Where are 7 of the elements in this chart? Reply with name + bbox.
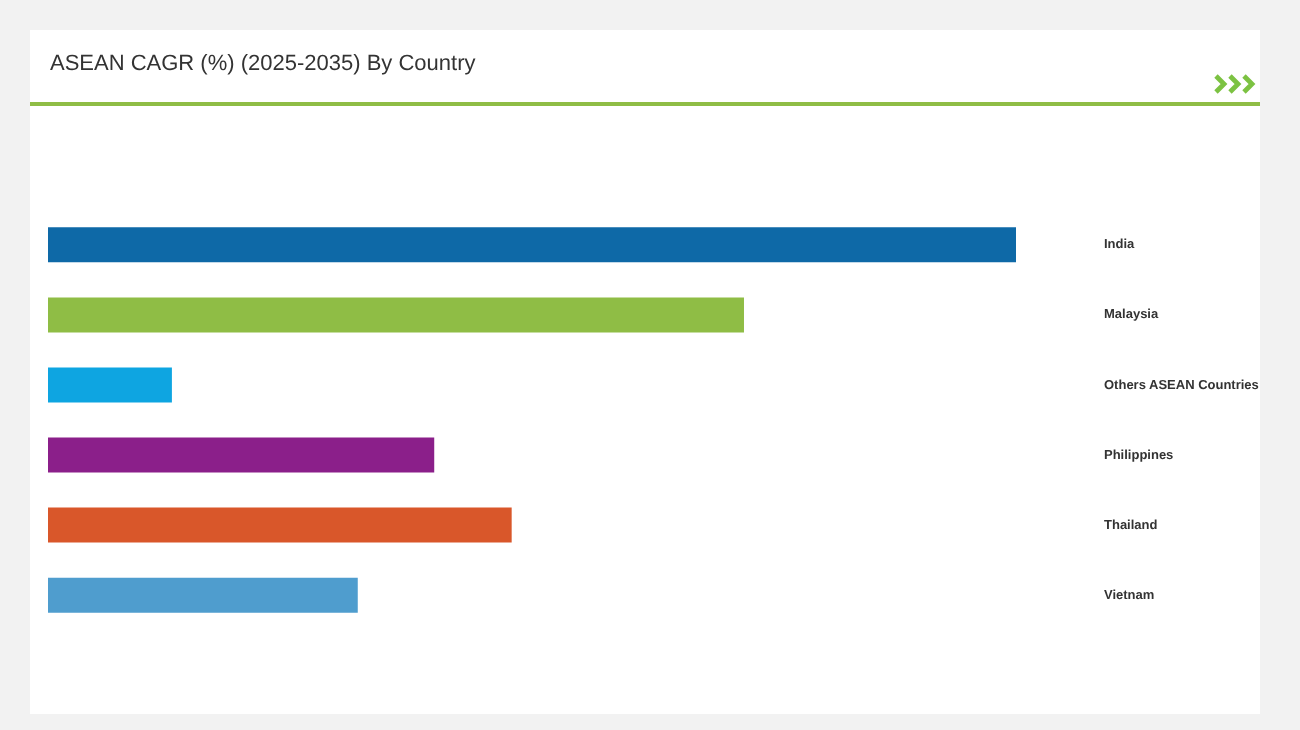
- chart-title: ASEAN CAGR (%) (2025-2035) By Country: [50, 52, 476, 76]
- bar: [48, 507, 512, 543]
- bar: [48, 227, 1016, 263]
- bar: [48, 367, 172, 403]
- bar: [48, 437, 435, 473]
- bar: [48, 297, 744, 333]
- bar: [48, 577, 358, 613]
